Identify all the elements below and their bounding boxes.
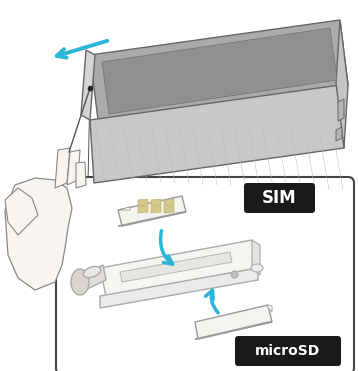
Ellipse shape: [71, 269, 89, 295]
Polygon shape: [266, 305, 272, 312]
Polygon shape: [5, 188, 38, 235]
Text: microSD: microSD: [255, 344, 321, 358]
Polygon shape: [102, 28, 337, 114]
Polygon shape: [100, 268, 258, 308]
Text: SIM: SIM: [262, 189, 296, 207]
FancyBboxPatch shape: [56, 177, 354, 371]
Ellipse shape: [83, 266, 101, 278]
Polygon shape: [164, 206, 174, 213]
Polygon shape: [164, 199, 174, 206]
Polygon shape: [90, 85, 344, 183]
Polygon shape: [76, 162, 86, 188]
Polygon shape: [100, 240, 258, 296]
Polygon shape: [118, 207, 130, 210]
Polygon shape: [90, 20, 348, 120]
Polygon shape: [336, 127, 342, 141]
Polygon shape: [5, 178, 72, 290]
Polygon shape: [151, 206, 161, 213]
FancyBboxPatch shape: [244, 183, 315, 213]
Polygon shape: [82, 265, 106, 290]
Polygon shape: [195, 322, 272, 339]
Polygon shape: [195, 305, 272, 339]
Polygon shape: [138, 206, 148, 213]
Polygon shape: [151, 199, 161, 206]
Polygon shape: [252, 240, 260, 275]
Ellipse shape: [251, 264, 263, 272]
Polygon shape: [55, 148, 70, 188]
FancyBboxPatch shape: [235, 336, 341, 366]
Polygon shape: [336, 20, 348, 148]
Polygon shape: [81, 50, 95, 120]
Polygon shape: [138, 199, 148, 206]
Polygon shape: [120, 252, 232, 282]
Polygon shape: [118, 196, 186, 226]
Polygon shape: [67, 150, 80, 185]
Polygon shape: [338, 99, 344, 121]
Polygon shape: [118, 212, 186, 226]
